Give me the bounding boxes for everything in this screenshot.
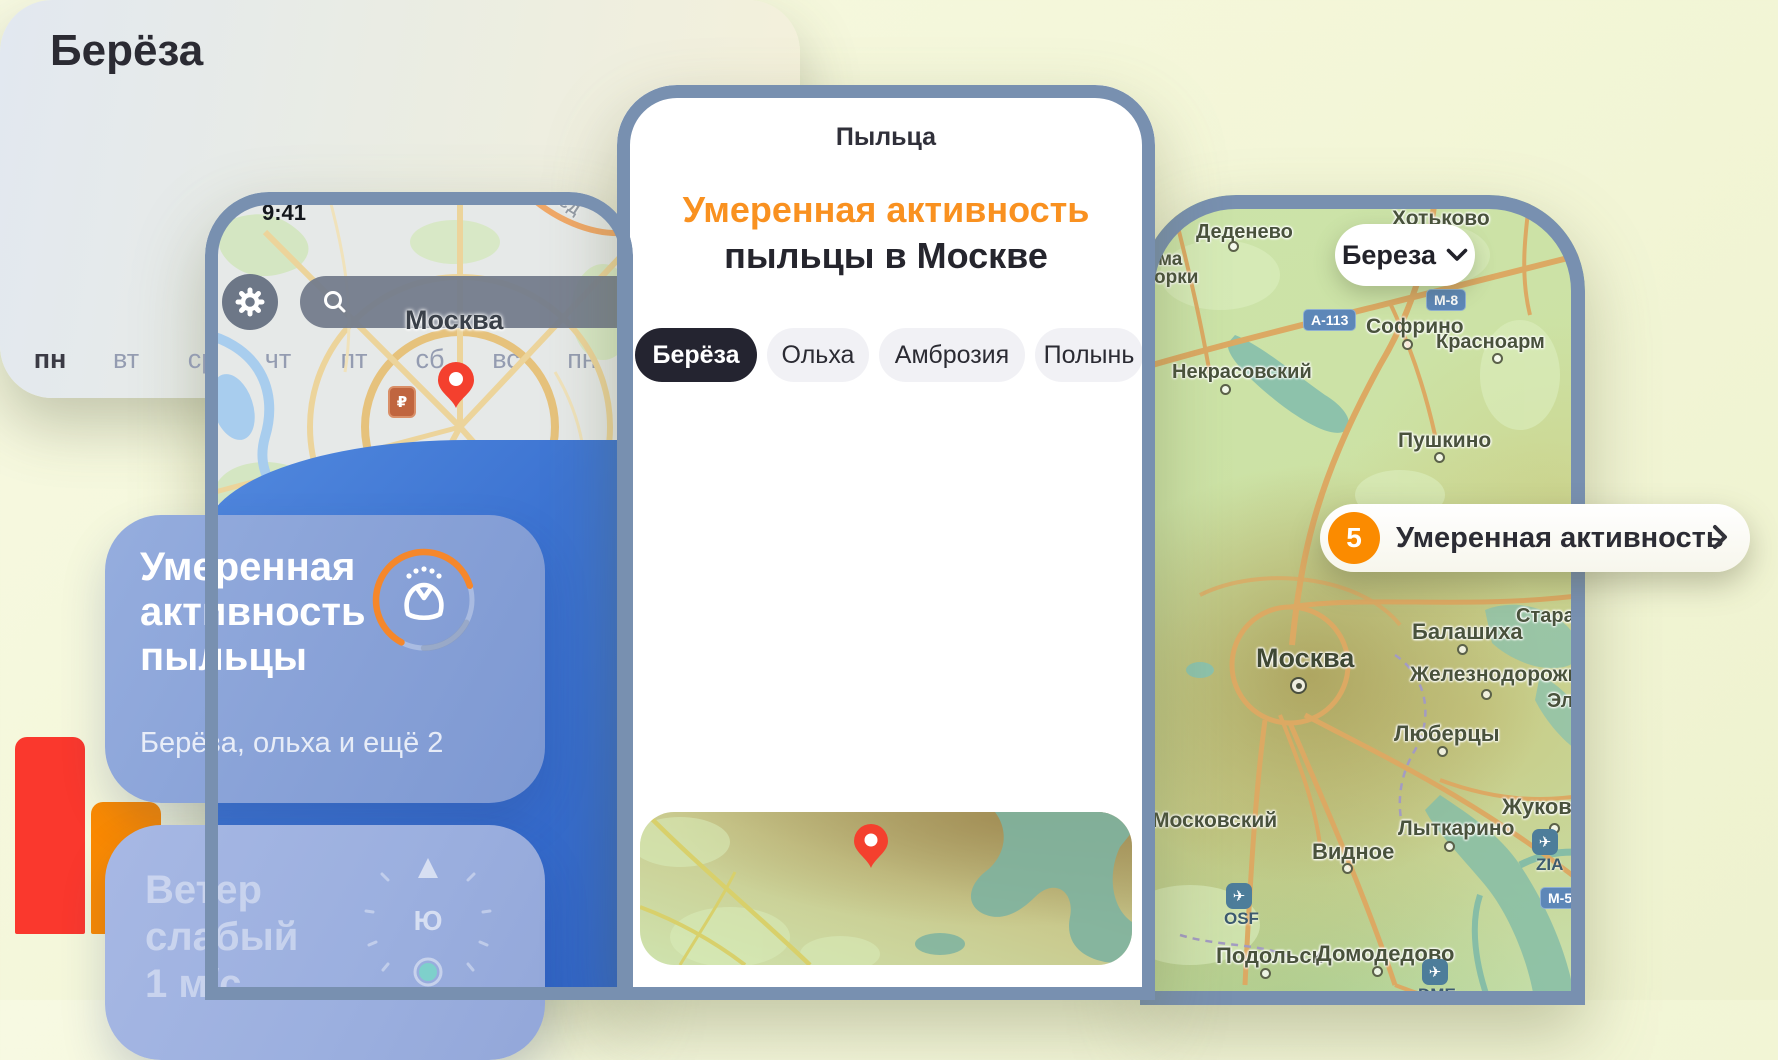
road-badge-М-8: М-8: [1426, 289, 1467, 311]
airport-code-DME: DME: [1418, 985, 1456, 1004]
settings-button[interactable]: [222, 274, 278, 330]
map-label-Жуковский: Жуковский: [1502, 794, 1585, 819]
road-badge-М-5: М-5: [1540, 887, 1581, 909]
status-time: 9:41: [262, 200, 307, 225]
map-dot-Подольск: [1260, 968, 1271, 979]
chart-title: Берёза: [50, 26, 204, 75]
airport-code-OSF: OSF: [1224, 909, 1259, 928]
road-badge-А-113: А-113: [1303, 309, 1357, 331]
chip-Берёза[interactable]: Берёза: [635, 328, 757, 382]
map-label-Старая: Старая: [1516, 605, 1585, 627]
compass-south-label: Ю: [414, 905, 443, 936]
map-label-Подольск: Подольск: [1216, 943, 1323, 968]
chevron-down-icon: [1446, 248, 1468, 261]
wind-compass-icon: Ю: [364, 858, 492, 987]
bar-0-пн: [15, 737, 85, 934]
wind-card-title: Ветер слабый 1 м/с: [145, 868, 299, 1006]
map-label-Некрасовский: Некрасовский: [1172, 361, 1312, 383]
pollen-card-subtitle: Берёза, ольха и ещё 2: [140, 727, 444, 759]
map-label-Балашиха: Балашиха: [1412, 619, 1523, 644]
chip-Амброзия[interactable]: Амброзия: [879, 328, 1025, 382]
headline-rest: пыльцы в Москве: [724, 235, 1048, 276]
search-icon: [324, 291, 346, 313]
activity-level-label: Умеренная активность: [1396, 521, 1724, 554]
map-label-Московский: Московский: [1152, 809, 1278, 832]
map-label-Москва: Москва: [1256, 643, 1355, 673]
map-dot-Красноарм: [1492, 353, 1503, 364]
pollen-summary-card[interactable]: Умеренная активность пыльцы Берёза, ольх…: [105, 515, 545, 803]
map-dot-Балашиха: [1457, 644, 1468, 655]
ruble-poi-badge[interactable]: ₽: [388, 386, 416, 418]
map-label-Видное: Видное: [1312, 839, 1395, 864]
map-label-Железнодорожный: Железнодорожный: [1410, 663, 1585, 686]
map-dot-Видное: [1342, 863, 1353, 874]
bar-x-label-1: вт: [112, 344, 140, 374]
map-label-ма: ма: [1158, 249, 1183, 270]
gear-icon: [235, 287, 265, 317]
bar-x-label-5: сб: [415, 344, 445, 374]
airport-code-ZIA: ZIA: [1536, 855, 1564, 874]
map-dot-Лыткарино: [1444, 841, 1455, 852]
map-dot-Деденево: [1228, 241, 1239, 252]
right-map-features: [1140, 195, 1585, 1005]
map-label-Софрино: Софрино: [1366, 315, 1464, 338]
chip-Ольха[interactable]: Ольха: [767, 328, 869, 382]
map-city-label-moscow: Москва: [405, 305, 504, 335]
bar-x-label-0: пн: [33, 344, 67, 374]
bar-x-label-3: чт: [264, 344, 292, 374]
map-dot-Домодедово: [1372, 966, 1383, 977]
forecast-map-preview[interactable]: [640, 812, 1132, 965]
forecast-map-pin[interactable]: [849, 822, 893, 874]
map-label-Пушкино: Пушкино: [1398, 429, 1492, 452]
map-dot-Софрино: [1402, 339, 1413, 350]
map-dot-Некрасовский: [1220, 384, 1231, 395]
chevron-right-icon: [1713, 525, 1727, 549]
center-phone: Пыльца Умеренная активность пыльцы в Мос…: [617, 85, 1155, 1000]
map-dot-Пушкино: [1434, 452, 1445, 463]
activity-level-value: 5: [1328, 512, 1380, 564]
activity-badge[interactable]: 5 Умеренная активность: [1320, 504, 1750, 572]
map-dot-Железнодорожный: [1481, 689, 1492, 700]
search-input[interactable]: [300, 276, 633, 328]
map-label-орки: орки: [1154, 267, 1199, 288]
map-label-Электросталь: Электросталь: [1547, 690, 1585, 712]
pollen-card-title: Умеренная активность пыльцы: [140, 545, 366, 679]
map-label-Лыткарино: Лыткарино: [1398, 817, 1515, 840]
pollen-species-selector[interactable]: Береза: [1335, 224, 1475, 286]
map-label-Красноарм: Красноарм: [1436, 331, 1545, 353]
airport-icon-OSF: ✈: [1226, 883, 1252, 909]
species-selector-label: Береза: [1341, 239, 1436, 270]
airport-icon-ZIA: ✈: [1532, 829, 1558, 855]
headline-accent: Умеренная активность: [682, 189, 1090, 230]
chip-Полынь[interactable]: Полынь: [1035, 328, 1143, 382]
map-capital-marker-Москва: [1290, 677, 1307, 694]
map-pin[interactable]: [433, 360, 479, 414]
right-phone: Хотьково Деденево ма орки Софрино Красноарм Не…: [1140, 195, 1585, 1005]
sheet-title: Пыльца: [835, 123, 937, 151]
wind-card[interactable]: Ветер слабый 1 м/с Ю: [105, 825, 545, 1060]
pollen-type-chips: Берёза Ольха Амброзия Полынь: [617, 328, 1155, 382]
pollen-gauge-icon: [372, 548, 476, 652]
map-label-Люберцы: Люберцы: [1394, 721, 1500, 746]
map-dot-Люберцы: [1437, 746, 1448, 757]
map-label-Деденево: Деденево: [1196, 221, 1293, 243]
airport-icon-DME: ✈: [1422, 959, 1448, 985]
